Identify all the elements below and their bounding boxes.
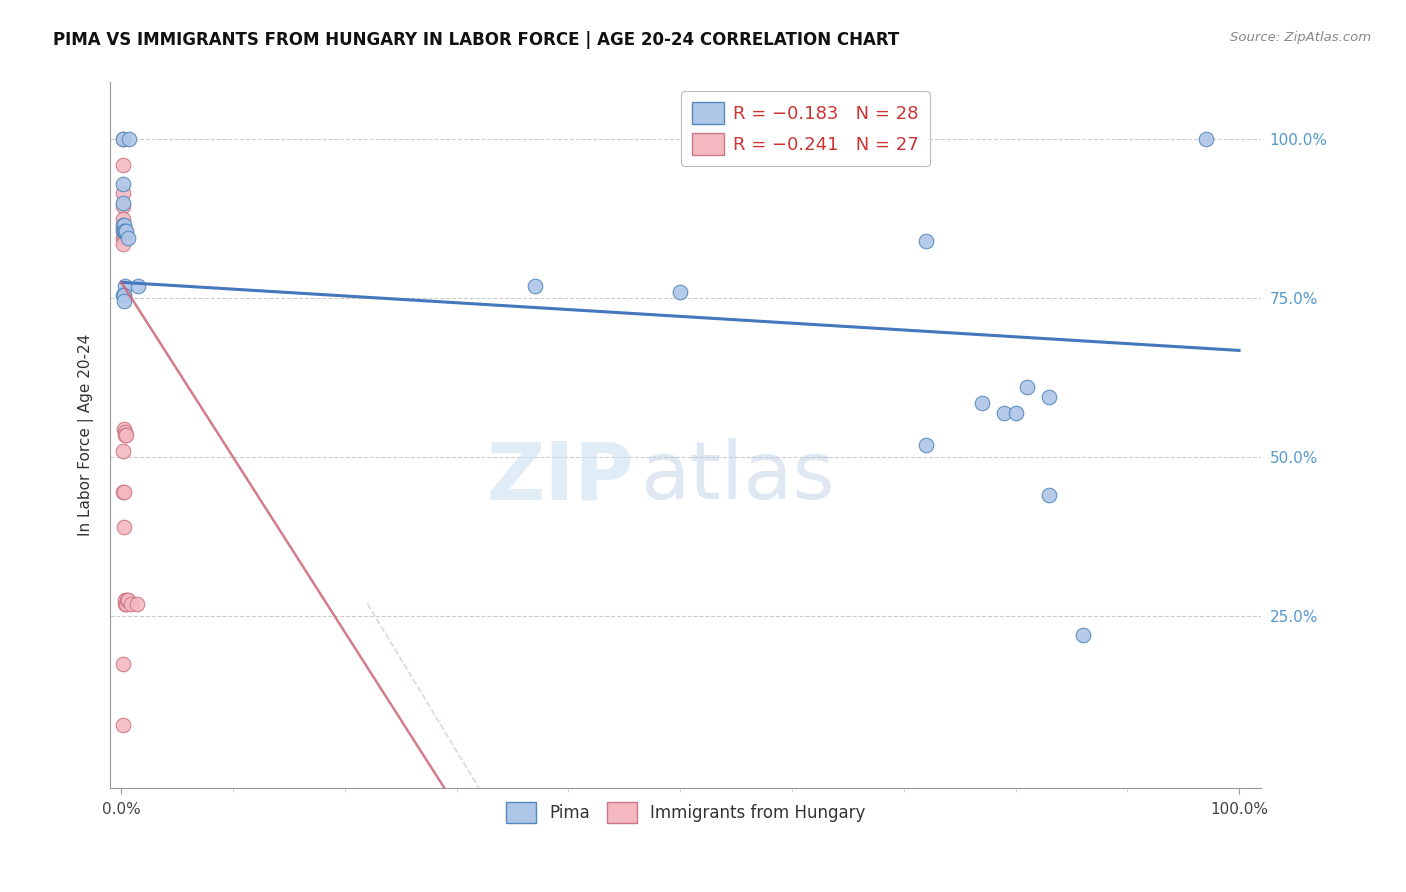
Point	[112, 231, 135, 245]
Point	[111, 158, 134, 172]
Point	[111, 224, 134, 238]
Point	[1015, 380, 1038, 394]
Point	[112, 422, 135, 436]
Point	[115, 597, 138, 611]
Legend: Pima, Immigrants from Hungary: Pima, Immigrants from Hungary	[499, 796, 872, 830]
Point	[111, 186, 134, 201]
Point	[111, 657, 134, 672]
Point	[669, 285, 692, 299]
Point	[112, 218, 135, 232]
Point	[112, 485, 135, 500]
Point	[125, 597, 148, 611]
Point	[111, 237, 134, 252]
Point	[117, 593, 139, 607]
Text: PIMA VS IMMIGRANTS FROM HUNGARY IN LABOR FORCE | AGE 20-24 CORRELATION CHART: PIMA VS IMMIGRANTS FROM HUNGARY IN LABOR…	[53, 31, 900, 49]
Point	[114, 428, 136, 442]
Point	[117, 231, 139, 245]
Point	[114, 597, 136, 611]
Point	[112, 288, 135, 302]
Point	[1038, 488, 1060, 502]
Point	[111, 485, 134, 500]
Point	[115, 593, 138, 607]
Point	[111, 132, 134, 146]
Text: atlas: atlas	[640, 439, 834, 516]
Text: ZIP: ZIP	[486, 439, 634, 516]
Point	[111, 132, 134, 146]
Point	[111, 199, 134, 213]
Y-axis label: In Labor Force | Age 20-24: In Labor Force | Age 20-24	[79, 334, 94, 536]
Point	[523, 278, 546, 293]
Point	[111, 218, 134, 232]
Point	[118, 132, 141, 146]
Point	[127, 278, 149, 293]
Point	[111, 288, 134, 302]
Point	[112, 294, 135, 309]
Point	[112, 224, 135, 238]
Point	[111, 211, 134, 226]
Point	[1194, 132, 1216, 146]
Point	[112, 288, 135, 302]
Point	[121, 597, 143, 611]
Point	[111, 444, 134, 458]
Point	[115, 428, 138, 442]
Point	[993, 406, 1015, 420]
Point	[114, 224, 136, 238]
Point	[915, 437, 938, 451]
Point	[111, 221, 134, 235]
Point	[114, 593, 136, 607]
Point	[1004, 406, 1026, 420]
Point	[1071, 628, 1094, 642]
Point	[1038, 390, 1060, 404]
Point	[112, 520, 135, 534]
Point	[970, 396, 993, 410]
Point	[915, 234, 938, 248]
Point	[111, 195, 134, 210]
Point	[115, 224, 138, 238]
Point	[111, 231, 134, 245]
Text: Source: ZipAtlas.com: Source: ZipAtlas.com	[1230, 31, 1371, 45]
Point	[114, 278, 136, 293]
Point	[114, 425, 136, 439]
Point	[111, 717, 134, 731]
Point	[111, 177, 134, 191]
